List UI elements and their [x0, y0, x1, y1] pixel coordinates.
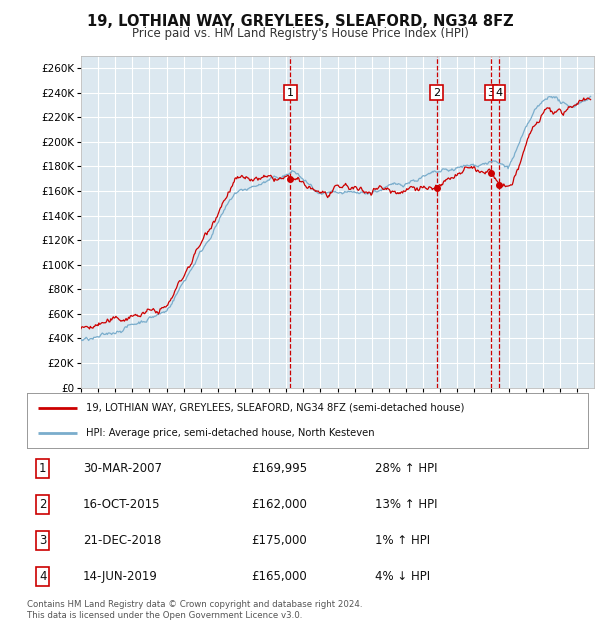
Text: 1: 1 — [287, 87, 294, 98]
Text: 4: 4 — [496, 87, 503, 98]
Text: 13% ↑ HPI: 13% ↑ HPI — [375, 498, 437, 511]
Text: 16-OCT-2015: 16-OCT-2015 — [83, 498, 161, 511]
Text: Contains HM Land Registry data © Crown copyright and database right 2024.
This d: Contains HM Land Registry data © Crown c… — [27, 600, 362, 620]
Text: 4% ↓ HPI: 4% ↓ HPI — [375, 570, 430, 583]
Text: 30-MAR-2007: 30-MAR-2007 — [83, 463, 162, 475]
Text: £175,000: £175,000 — [251, 534, 307, 547]
Text: 2: 2 — [39, 498, 46, 511]
Text: £165,000: £165,000 — [251, 570, 307, 583]
Text: £162,000: £162,000 — [251, 498, 307, 511]
Text: 19, LOTHIAN WAY, GREYLEES, SLEAFORD, NG34 8FZ: 19, LOTHIAN WAY, GREYLEES, SLEAFORD, NG3… — [86, 14, 514, 29]
Text: 14-JUN-2019: 14-JUN-2019 — [83, 570, 158, 583]
Text: HPI: Average price, semi-detached house, North Kesteven: HPI: Average price, semi-detached house,… — [86, 428, 374, 438]
Text: Price paid vs. HM Land Registry's House Price Index (HPI): Price paid vs. HM Land Registry's House … — [131, 27, 469, 40]
Text: £169,995: £169,995 — [251, 463, 308, 475]
Text: 19, LOTHIAN WAY, GREYLEES, SLEAFORD, NG34 8FZ (semi-detached house): 19, LOTHIAN WAY, GREYLEES, SLEAFORD, NG3… — [86, 403, 464, 413]
Text: 4: 4 — [39, 570, 46, 583]
Text: 3: 3 — [39, 534, 46, 547]
Text: 2: 2 — [433, 87, 440, 98]
Text: 21-DEC-2018: 21-DEC-2018 — [83, 534, 161, 547]
Text: 1% ↑ HPI: 1% ↑ HPI — [375, 534, 430, 547]
Text: 3: 3 — [487, 87, 494, 98]
Text: 28% ↑ HPI: 28% ↑ HPI — [375, 463, 437, 475]
Text: 1: 1 — [39, 463, 46, 475]
